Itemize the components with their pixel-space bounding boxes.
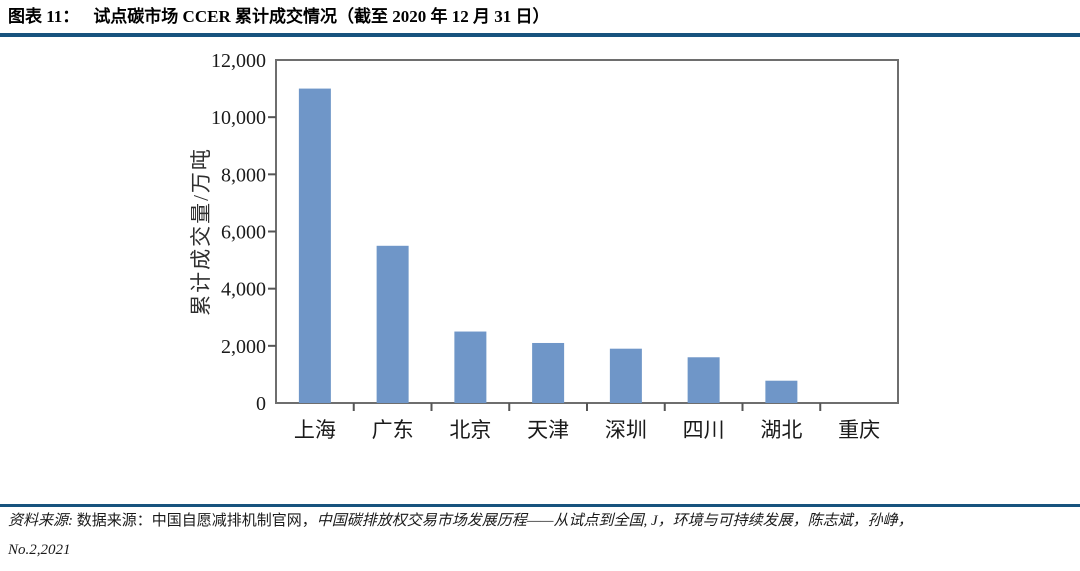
title-underline-rule bbox=[0, 33, 1080, 37]
x-category-label: 深圳 bbox=[605, 418, 647, 442]
x-category-label: 北京 bbox=[449, 418, 491, 442]
y-tick-label: 0 bbox=[256, 393, 266, 415]
source-journal-issue: No.2,2021 bbox=[8, 542, 71, 558]
y-tick-label: 12,000 bbox=[211, 50, 266, 72]
bar bbox=[454, 331, 487, 403]
y-axis-title: 累计成交量/万吨 bbox=[189, 147, 213, 316]
bar bbox=[376, 245, 409, 403]
figure-number-label: 图表 11： bbox=[8, 7, 80, 26]
figure-title: 试点碳市场 CCER 累计成交情况（截至 2020 年 12 月 31 日） bbox=[93, 7, 550, 26]
x-category-label: 天津 bbox=[527, 418, 569, 442]
chart-band: 0 2,000 4,000 6,000 8,000 10,000 12,000 上海 广东 北京 天… bbox=[0, 42, 1080, 500]
y-tick-label: 2,000 bbox=[221, 336, 266, 358]
bar bbox=[687, 357, 720, 403]
bar bbox=[609, 348, 642, 403]
bar bbox=[532, 342, 565, 403]
bar bbox=[765, 380, 798, 403]
y-tick-label: 8,000 bbox=[221, 164, 266, 186]
x-category-label: 上海 bbox=[294, 418, 336, 442]
footer-divider-rule bbox=[0, 504, 1080, 507]
ccer-bar-chart: 0 2,000 4,000 6,000 8,000 10,000 12,000 上海 广东 北京 天… bbox=[189, 50, 899, 442]
y-tick-label: 4,000 bbox=[221, 279, 266, 301]
source-text: 数据来源：中国自愿减排机制官网， bbox=[73, 513, 317, 529]
y-tick-label: 6,000 bbox=[221, 222, 266, 244]
bar bbox=[298, 88, 331, 404]
source-line: 资料来源: 数据来源：中国自愿减排机制官网，中国碳排放权交易市场发展历程——从试… bbox=[8, 511, 1072, 531]
x-category-label: 广东 bbox=[372, 418, 414, 442]
y-tick-label: 10,000 bbox=[211, 107, 266, 129]
source-citation: 中国碳排放权交易市场发展历程——从试点到全国, J，环境与可持续发展，陈志斌，孙… bbox=[316, 513, 913, 529]
x-category-label: 湖北 bbox=[760, 418, 802, 442]
x-category-label: 重庆 bbox=[838, 418, 880, 442]
plot-frame bbox=[275, 59, 899, 404]
source-label: 资料来源: bbox=[8, 513, 73, 529]
x-category-label: 四川 bbox=[683, 418, 725, 442]
figure-header: 图表 11： 试点碳市场 CCER 累计成交情况（截至 2020 年 12 月 3… bbox=[8, 5, 1072, 29]
